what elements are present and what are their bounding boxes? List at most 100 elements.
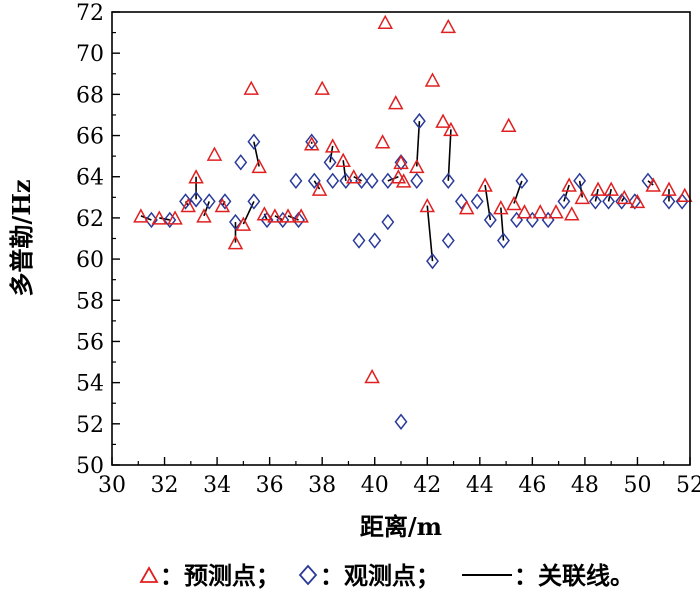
association-line <box>447 129 452 181</box>
y-tick-label: 70 <box>76 42 104 67</box>
association-line <box>203 201 210 217</box>
predicted-point <box>243 80 260 95</box>
axis-ticks: 30 32 34 36 38 40 42 44 46 48 50 52 50 52 54 56 58 60 62 64… <box>76 1 700 498</box>
predicted-point <box>314 80 330 95</box>
observed-point <box>497 232 510 249</box>
x-tick-label: 30 <box>98 473 126 498</box>
observed-point <box>541 211 555 229</box>
x-tick-label: 46 <box>518 473 546 498</box>
predicted-point <box>206 146 223 161</box>
predicted-point <box>645 177 661 192</box>
predicted-point <box>311 181 328 196</box>
predicted-point <box>661 181 677 196</box>
predicted-point <box>133 208 149 223</box>
predicted-point <box>267 208 283 223</box>
predicted-point <box>214 197 231 213</box>
predicted-point <box>235 216 252 231</box>
predicted-points <box>133 14 693 384</box>
association-line <box>329 145 334 163</box>
predicted-point <box>506 195 522 211</box>
y-tick-label: 50 <box>76 454 104 479</box>
observed-point <box>557 193 571 210</box>
legend-line-label: ：关联线。 <box>514 561 634 589</box>
observed-point <box>602 193 616 210</box>
x-tick-label: 52 <box>676 473 700 498</box>
predicted-point <box>409 158 425 174</box>
observed-point <box>352 232 366 249</box>
observed-point <box>202 193 216 210</box>
predicted-point <box>616 189 633 205</box>
observed-point <box>365 172 379 190</box>
plot-frame <box>111 11 691 466</box>
predicted-point <box>629 193 646 209</box>
predicted-point <box>603 181 619 196</box>
predicted-point <box>419 197 436 213</box>
observed-point <box>441 232 455 249</box>
observed-point <box>229 213 242 231</box>
observed-point <box>454 193 468 210</box>
predicted-point <box>590 181 606 196</box>
observed-point <box>234 154 248 171</box>
predicted-point <box>377 14 393 30</box>
observed-point <box>515 172 529 190</box>
observed-point <box>662 193 676 210</box>
observed-point <box>525 211 539 229</box>
predicted-point <box>440 18 457 34</box>
observed-point <box>588 193 602 210</box>
x-tick-label: 34 <box>203 473 231 498</box>
y-tick-label: 68 <box>76 83 104 108</box>
legend-observed-label: ：观测点； <box>320 561 440 589</box>
x-tick-label: 32 <box>151 473 179 498</box>
x-tick-label: 36 <box>256 473 284 498</box>
predicted-point <box>335 152 351 168</box>
observed-point <box>305 133 319 150</box>
predicted-point <box>188 169 204 184</box>
x-tick-label: 44 <box>466 473 494 498</box>
y-tick-label: 64 <box>76 166 104 191</box>
x-tick-label: 40 <box>361 473 389 498</box>
predicted-point <box>574 189 591 205</box>
predicted-point <box>293 208 309 223</box>
predicted-point <box>561 177 577 192</box>
predicted-point <box>493 200 509 215</box>
predicted-point <box>364 368 380 384</box>
y-tick-label: 66 <box>76 125 104 150</box>
observed-point <box>441 172 455 190</box>
observed-point <box>307 172 321 190</box>
y-tick-label: 54 <box>76 372 104 397</box>
observed-point <box>189 191 203 208</box>
association-line <box>140 215 152 221</box>
predicted-point <box>196 208 212 223</box>
y-tick-label: 58 <box>76 289 104 314</box>
y-tick-label: 52 <box>76 413 104 438</box>
observed-point <box>394 413 408 430</box>
x-axis-title: 距离/m <box>360 512 442 541</box>
legend-predicted-marker <box>139 566 159 583</box>
observed-point <box>412 112 426 130</box>
observed-point <box>510 211 524 229</box>
observed-point <box>218 193 232 210</box>
association-line <box>342 160 347 181</box>
observed-point <box>247 133 261 150</box>
observed-point <box>326 172 340 190</box>
observed-point <box>426 252 439 270</box>
predicted-point <box>477 177 493 192</box>
association-line <box>426 205 434 262</box>
association-lines <box>140 121 670 262</box>
y-axis-title: 多普勒/Hz <box>7 179 36 296</box>
association-line <box>578 180 584 198</box>
observed-point <box>368 232 382 249</box>
observed-point <box>179 193 193 210</box>
observed-point <box>163 211 177 229</box>
predicted-point <box>393 154 409 170</box>
x-tick-label: 50 <box>623 473 651 498</box>
predicted-point <box>395 173 412 188</box>
predicted-point <box>280 208 296 223</box>
y-tick-label: 56 <box>76 330 104 355</box>
predicted-point <box>443 121 459 137</box>
predicted-point <box>345 169 362 184</box>
predicted-point <box>251 158 267 174</box>
association-line <box>387 175 399 182</box>
predicted-point <box>500 117 517 132</box>
